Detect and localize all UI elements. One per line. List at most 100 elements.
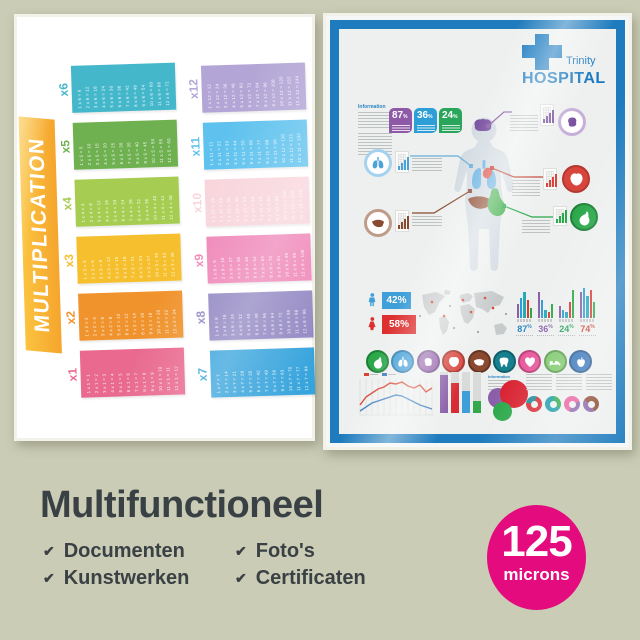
thickness-badge: 125 microns <box>487 505 586 610</box>
equation: 5 x 9 = 45 <box>243 256 250 279</box>
bubble <box>493 402 512 421</box>
information-label: Information <box>488 374 510 379</box>
equation: 6 x 12 = 72 <box>246 82 253 108</box>
mult-table-label: x1 <box>65 367 80 382</box>
equation: 7 x 7 = 49 <box>263 369 270 392</box>
bar-group: 24% <box>558 284 575 336</box>
placeholder-text <box>510 115 538 131</box>
equation: 2 x 9 = 18 <box>219 257 226 280</box>
placeholder-grid <box>543 107 551 123</box>
equation: 5 x 2 = 10 <box>115 313 122 336</box>
equation: 7 x 1 = 7 <box>133 372 139 393</box>
bars <box>537 284 554 318</box>
mini-bars <box>543 110 554 123</box>
mini-bars <box>398 157 409 170</box>
equation: 8 x 3 = 24 <box>137 255 144 278</box>
heart-icon <box>448 356 459 367</box>
brain-icon <box>424 357 433 366</box>
equation: 6 x 7 = 42 <box>255 370 262 393</box>
mini-bars <box>556 210 567 223</box>
mult-table-label: x9 <box>191 253 207 268</box>
equation: 1 x 1 = 1 <box>85 374 92 394</box>
equation: 5 x 3 = 15 <box>113 256 120 279</box>
equation: 11 x 3 = 33 <box>161 252 168 278</box>
equation: 5 x 11 = 55 <box>240 140 246 165</box>
bar-track <box>440 372 448 413</box>
equation: 2 x 2 = 4 <box>91 316 98 337</box>
equation: 12 x 11 = 132 <box>295 132 302 163</box>
lungs-icon <box>398 356 408 367</box>
equation: 9 x 9 = 81 <box>275 255 282 278</box>
feature-item: ✔ Foto's <box>235 538 366 565</box>
equation: 10 x 5 = 50 <box>149 138 156 164</box>
equation: 6 x 10 = 60 <box>249 196 256 222</box>
mult-table-label: x10 <box>189 193 205 214</box>
mult-table-x12: x12 1 x 12 = 12 2 x 12 = 24 3 x 12 = 36 4 x … <box>186 62 307 114</box>
mini-chart-card <box>540 104 554 126</box>
placeholder-grid <box>546 171 554 187</box>
equation: 11 x 12 = 132 <box>286 76 292 107</box>
thickness-value: 125 <box>501 517 572 566</box>
equation: 12 x 4 = 48 <box>167 195 174 220</box>
heart-organ <box>482 167 493 179</box>
equation: 3 x 6 = 18 <box>92 86 99 109</box>
equation: 8 x 11 = 88 <box>264 139 270 164</box>
stomach-icon <box>579 210 589 225</box>
mult-table-label: x11 <box>188 136 203 157</box>
donut-chart <box>545 396 561 412</box>
hospital-infographic-poster: Trinity HOSPITAL Information 87% 36% 24% <box>323 13 632 450</box>
equation: 5 x 4 = 20 <box>111 199 118 222</box>
equation: 1 x 12 = 12 <box>206 83 213 109</box>
equation: 2 x 12 = 24 <box>214 83 221 109</box>
female-percentage: 58% <box>382 315 416 334</box>
equation: 9 x 11 = 99 <box>272 139 278 164</box>
equation: 9 x 2 = 18 <box>147 312 154 335</box>
bar-group-percentage: 24% <box>558 324 575 336</box>
equation: 5 x 8 = 40 <box>245 313 252 336</box>
equation: 12 x 5 = 60 <box>165 138 172 163</box>
equation: 2 x 6 = 12 <box>84 86 91 109</box>
stomach-icon <box>373 356 382 369</box>
liver-icon <box>467 350 491 373</box>
equation: 8 x 6 = 48 <box>132 84 138 107</box>
equation: 7 x 3 = 21 <box>129 255 136 279</box>
equation: 4 x 4 = 16 <box>104 199 110 222</box>
equation: 1 x 8 = 8 <box>213 317 220 337</box>
thickness-unit: microns <box>503 565 570 584</box>
male-icon <box>364 288 380 311</box>
equation: 4 x 1 = 4 <box>109 373 116 393</box>
equation: 12 x 6 = 72 <box>164 81 170 106</box>
equation: 3 x 4 = 12 <box>96 199 102 223</box>
mini-chart-card <box>553 206 567 226</box>
equation: 9 x 5 = 45 <box>142 141 148 164</box>
equation: 3 x 12 = 36 <box>222 83 229 109</box>
donut-chart <box>564 396 580 412</box>
equation: 4 x 7 = 28 <box>239 370 246 393</box>
equation: 12 x 12 = 144 <box>293 75 300 106</box>
equation: 8 x 12 = 96 <box>262 82 269 107</box>
brand-name-bottom: HOSPITAL <box>522 70 606 87</box>
bar-group-percentage: 87% <box>516 324 533 336</box>
tooth-icon <box>500 356 509 367</box>
equation: 7 x 4 = 28 <box>127 198 134 222</box>
bars <box>579 284 596 318</box>
check-icon: ✔ <box>235 543 247 559</box>
equation: 5 x 5 = 25 <box>110 142 116 165</box>
equation: 8 x 1 = 8 <box>141 372 147 392</box>
mult-table-strip: 1 x 11 = 11 2 x 11 = 22 3 x 11 = 33 4 x 11 … <box>202 119 309 170</box>
feature-item: ✔ Documenten <box>43 538 189 565</box>
equation: 11 x 9 = 99 <box>291 252 298 278</box>
equation: 10 x 8 = 80 <box>285 309 292 335</box>
placeholder-text <box>512 180 540 196</box>
mult-table-label: x8 <box>193 310 209 325</box>
equation: 11 x 6 = 66 <box>156 81 162 107</box>
equation: 1 x 3 = 3 <box>81 260 88 280</box>
equation: 3 x 10 = 30 <box>226 197 232 223</box>
bar-track <box>462 372 470 413</box>
placeholder-text <box>392 125 410 133</box>
